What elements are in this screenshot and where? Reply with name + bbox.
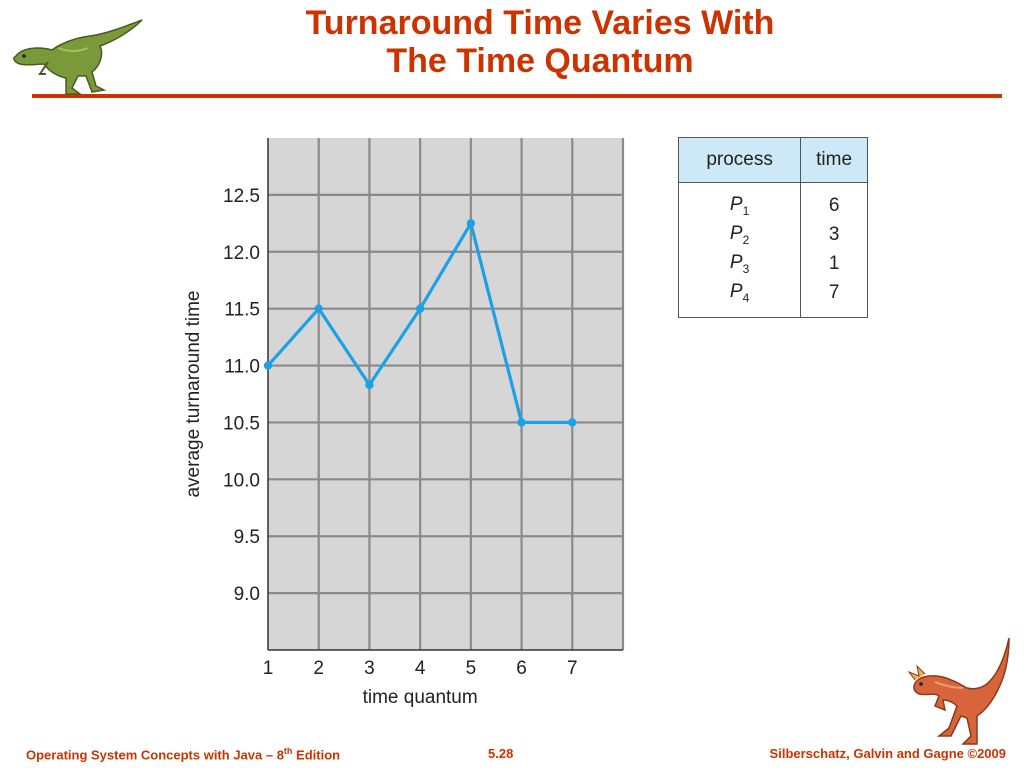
table-row: P4 7 [678, 278, 868, 318]
footer-course-title: Operating System Concepts with Java – 8t… [26, 746, 341, 763]
y-tick-label: 10.5 [223, 413, 260, 434]
x-tick-label: 1 [263, 658, 274, 679]
footer-copyright: Silberschatz, Galvin and Gagne ©2009 [769, 746, 1006, 761]
y-tick-label: 12.0 [223, 243, 260, 264]
time-cell: 3 [828, 223, 840, 245]
data-point [365, 380, 374, 390]
plot-area [268, 138, 623, 650]
x-tick-label: 3 [364, 658, 375, 679]
x-tick-label: 7 [567, 658, 578, 679]
y-tick-label: 9.0 [234, 584, 260, 605]
data-point [517, 418, 526, 427]
data-point [568, 418, 577, 427]
data-point [466, 219, 476, 228]
y-tick-label: 11.5 [224, 300, 260, 321]
footer-page-number: 5.28 [488, 746, 514, 761]
header-process: process [678, 137, 802, 183]
table-row: P3 1 [678, 249, 868, 278]
data-point [314, 304, 323, 313]
dinosaur-logo-bottom [907, 637, 1010, 745]
process-cell: P2 [678, 220, 802, 249]
data-point [263, 361, 273, 370]
process-cell: P4 [678, 278, 802, 318]
x-tick-label: 5 [466, 658, 477, 679]
x-tick-label: 6 [516, 658, 527, 679]
slide-title: Turnaround Time Varies With The Time Qua… [220, 4, 860, 80]
table-row: P2 3 [678, 220, 868, 249]
title-rule [32, 94, 1002, 98]
time-cell: 1 [828, 252, 840, 274]
x-tick-label: 4 [415, 658, 426, 679]
y-tick-label: 11.0 [224, 357, 260, 378]
header-time: time [800, 137, 868, 183]
y-tick-label: 10.0 [223, 470, 260, 491]
title-line-2: The Time Quantum [386, 42, 694, 80]
x-axis-label: time quantum [363, 687, 478, 708]
x-tick-label: 2 [313, 658, 324, 679]
process-cell: P1 [678, 182, 802, 220]
title-line-1: Turnaround Time Varies With [305, 4, 775, 42]
process-table: process time P1 6 P2 3 P3 1 P4 7 [678, 137, 868, 318]
time-cell: 7 [828, 281, 840, 303]
y-axis-label: average turnaround time [183, 290, 204, 497]
time-cell: 6 [828, 194, 840, 216]
dinosaur-logo-top [13, 19, 143, 95]
y-tick-label: 9.5 [234, 527, 260, 548]
process-cell: P3 [678, 249, 802, 278]
data-point [415, 304, 425, 313]
table-row: P1 6 [678, 182, 868, 220]
y-tick-label: 12.5 [223, 186, 260, 207]
